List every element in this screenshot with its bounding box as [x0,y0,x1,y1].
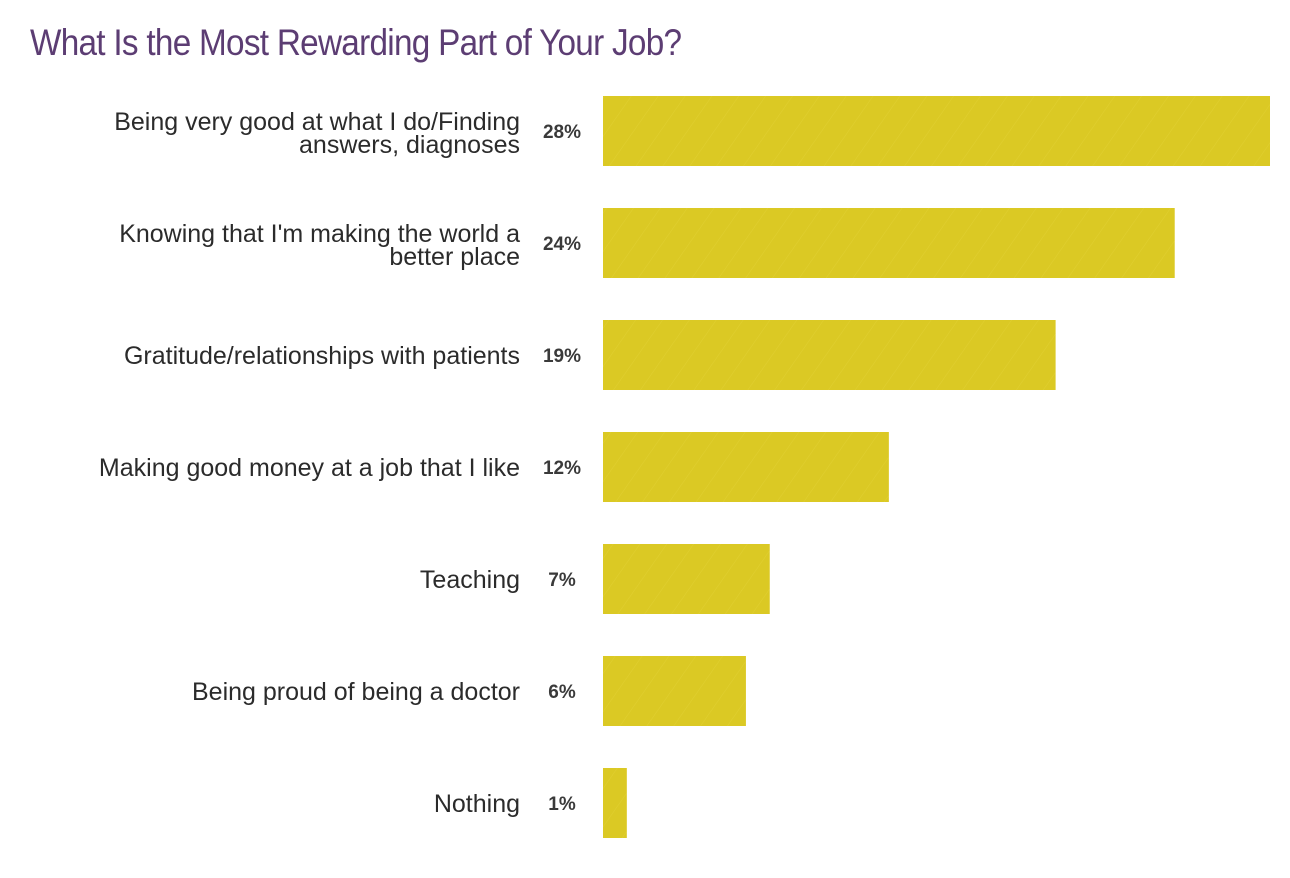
category-label-3: Making good money at a job that I like [99,454,520,482]
category-label-3-line-0: Making good money at a job that I like [99,454,520,482]
bar-texture-4 [603,544,770,614]
category-label-5-line-0: Being proud of being a doctor [192,678,520,706]
category-label-1-line-0: Knowing that I'm making the world a [119,220,520,248]
bar-texture-1 [603,208,1175,278]
category-label-6: Nothing [434,790,520,818]
bar-texture-5 [603,656,746,726]
category-label-1-line-1: better place [389,243,520,271]
value-label-6: 1% [548,794,576,815]
category-label-4-line-0: Teaching [420,566,520,594]
chart-title: What Is the Most Rewarding Part of Your … [30,22,682,63]
category-label-0-line-0: Being very good at what I do/Finding [114,108,520,136]
value-labels-group: 28% 24% 19% 12% 7% 6% 1% [543,122,581,815]
category-label-6-line-0: Nothing [434,790,520,818]
bar-texture-3 [603,432,889,502]
bar-texture-6 [603,768,627,838]
bar-texture-0 [603,96,1270,166]
category-labels-group: Being very good at what I do/Finding answ… [99,108,520,818]
value-label-3: 12% [543,458,581,479]
value-label-5: 6% [548,682,576,703]
category-label-2: Gratitude/relationships with patients [124,342,520,370]
value-label-1: 24% [543,234,581,255]
category-label-4: Teaching [420,566,520,594]
value-label-2: 19% [543,346,581,367]
bars-group [603,96,1270,838]
value-label-0: 28% [543,122,581,143]
category-label-0-line-1: answers, diagnoses [299,131,520,159]
category-label-0: Being very good at what I do/Finding answ… [114,108,520,159]
bar-texture-2 [603,320,1056,390]
value-label-4: 7% [548,570,576,591]
category-label-5: Being proud of being a doctor [192,678,520,706]
category-label-1: Knowing that I'm making the world a bette… [119,220,520,271]
category-label-2-line-0: Gratitude/relationships with patients [124,342,520,370]
